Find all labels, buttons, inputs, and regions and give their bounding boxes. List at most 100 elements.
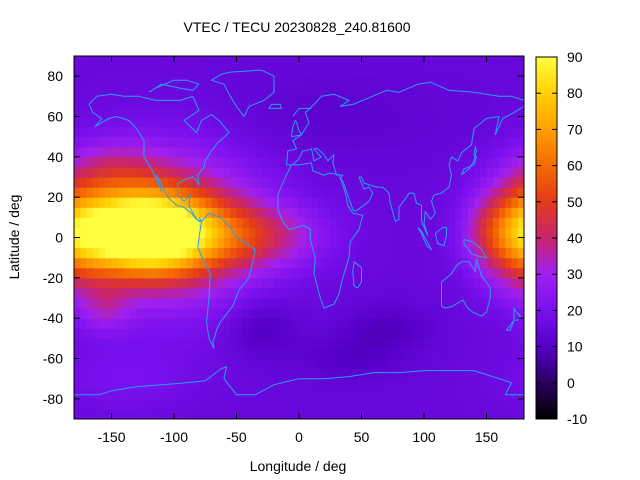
- heatmap-cell: [461, 328, 469, 339]
- heatmap-cell: [205, 86, 213, 97]
- heatmap-cell: [261, 166, 269, 178]
- heatmap-cell: [311, 348, 319, 360]
- heatmap-cell: [392, 298, 400, 309]
- heatmap-cell: [180, 106, 188, 118]
- heatmap-cell: [155, 197, 163, 208]
- colorbar-tick-label: 70: [567, 121, 583, 137]
- heatmap-cell: [180, 207, 188, 218]
- heatmap-cell: [80, 398, 88, 410]
- heatmap-cell: [142, 56, 150, 67]
- heatmap-cell: [380, 338, 388, 350]
- heatmap-cell: [399, 66, 406, 77]
- heatmap-cell: [455, 247, 463, 259]
- heatmap-cell: [167, 368, 175, 380]
- heatmap-cell: [405, 338, 413, 350]
- heatmap-cell: [455, 267, 463, 279]
- heatmap-cell: [305, 227, 313, 239]
- heatmap-cell: [492, 217, 500, 229]
- heatmap-cell: [517, 328, 524, 339]
- heatmap-cell: [292, 217, 300, 229]
- heatmap-cell: [367, 217, 375, 229]
- heatmap-cell: [186, 338, 194, 350]
- heatmap-cell: [130, 277, 138, 289]
- heatmap-cell: [380, 116, 388, 128]
- heatmap-cell: [205, 227, 213, 239]
- heatmap-cell: [299, 267, 306, 279]
- heatmap-cell: [424, 207, 431, 218]
- heatmap-cell: [455, 217, 463, 229]
- heatmap-cell: [261, 287, 269, 299]
- heatmap-cell: [205, 287, 213, 299]
- heatmap-cell: [311, 318, 319, 329]
- heatmap-cell: [299, 287, 306, 299]
- heatmap-cell: [430, 247, 438, 259]
- heatmap-cell: [105, 177, 113, 188]
- heatmap-cell: [99, 358, 106, 370]
- heatmap-cell: [236, 368, 244, 380]
- heatmap-cell: [105, 166, 113, 178]
- heatmap-cell: [86, 378, 94, 390]
- y-tick-label: -20: [43, 270, 63, 286]
- heatmap-cell: [311, 197, 319, 208]
- heatmap-cell: [180, 166, 188, 178]
- heatmap-cell: [474, 177, 481, 188]
- heatmap-cell: [342, 96, 350, 108]
- heatmap-cell: [124, 227, 131, 239]
- heatmap-cell: [474, 96, 481, 108]
- heatmap-cell: [180, 358, 188, 370]
- heatmap-cell: [211, 328, 219, 339]
- heatmap-cell: [274, 298, 281, 309]
- heatmap-cell: [349, 298, 356, 309]
- heatmap-cell: [217, 308, 225, 319]
- heatmap-cell: [492, 136, 500, 148]
- heatmap-cell: [130, 106, 138, 118]
- heatmap-cell: [336, 247, 344, 259]
- heatmap-cell: [442, 146, 450, 158]
- heatmap-cell: [292, 66, 300, 77]
- heatmap-cell: [424, 277, 431, 289]
- heatmap-cell: [80, 338, 88, 350]
- heatmap-cell: [74, 146, 81, 158]
- heatmap-cell: [449, 217, 456, 229]
- heatmap-cell: [230, 56, 238, 67]
- heatmap-cell: [117, 207, 125, 218]
- heatmap-cell: [486, 66, 494, 77]
- heatmap-cell: [411, 368, 419, 380]
- heatmap-cell: [199, 318, 206, 329]
- heatmap-cell: [467, 408, 475, 419]
- heatmap-cell: [280, 338, 288, 350]
- heatmap-cell: [180, 308, 188, 319]
- heatmap-cell: [442, 156, 450, 168]
- heatmap-cell: [205, 187, 213, 198]
- heatmap-cell: [217, 76, 225, 87]
- heatmap-cell: [142, 388, 150, 400]
- heatmap-cell: [99, 257, 106, 269]
- heatmap-cell: [242, 408, 250, 419]
- heatmap-cell: [324, 106, 331, 118]
- heatmap-cell: [224, 358, 231, 370]
- heatmap-cell: [199, 267, 206, 279]
- heatmap-cell: [455, 287, 463, 299]
- heatmap-cell: [336, 257, 344, 269]
- heatmap-cell: [405, 328, 413, 339]
- coastline: [74, 366, 524, 396]
- heatmap-cell: [386, 217, 394, 229]
- heatmap-cell: [217, 96, 225, 108]
- heatmap-cell: [149, 308, 156, 319]
- heatmap-cell: [230, 146, 238, 158]
- heatmap-cell: [255, 267, 263, 279]
- heatmap-cell: [311, 207, 319, 218]
- heatmap-cell: [86, 177, 94, 188]
- heatmap-cell: [392, 177, 400, 188]
- heatmap-cell: [349, 338, 356, 350]
- heatmap-cell: [492, 257, 500, 269]
- heatmap-cell: [330, 56, 338, 67]
- heatmap-cell: [342, 76, 350, 87]
- heatmap-cell: [336, 318, 344, 329]
- heatmap-cell: [305, 217, 313, 229]
- heatmap-cell: [392, 378, 400, 390]
- heatmap-cell: [130, 217, 138, 229]
- heatmap-cell: [374, 237, 381, 249]
- heatmap-cell: [374, 197, 381, 208]
- heatmap-cell: [180, 197, 188, 208]
